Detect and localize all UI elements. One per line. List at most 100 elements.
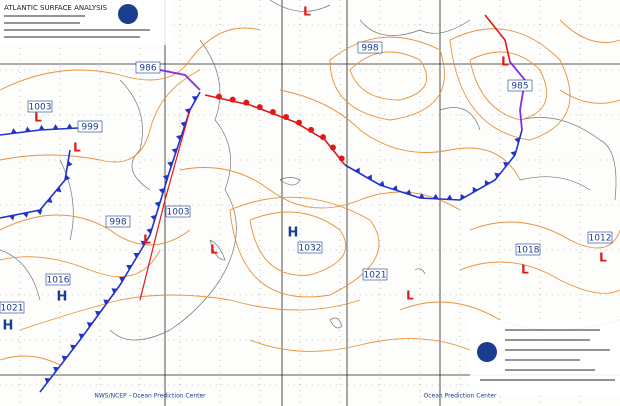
pressure-label: 1003 (29, 103, 52, 113)
front-barb (150, 214, 157, 221)
front-barb (405, 189, 412, 196)
front-barb (308, 126, 315, 133)
low-center: L (210, 243, 218, 257)
front-barb (176, 134, 182, 141)
front-barb (46, 197, 53, 203)
front-barb (118, 276, 125, 283)
occluded-front (159, 69, 201, 91)
noaa-logo (477, 342, 497, 362)
labels: 986 1003 999 998 1003 1016 1021 1032 1021 985 998 1… (0, 5, 613, 334)
front-barb (66, 123, 73, 129)
front-barb (171, 148, 178, 154)
header-lines (4, 15, 150, 38)
pressure-label: 1021 (364, 271, 387, 281)
label-box (77, 120, 103, 133)
label-box (587, 231, 613, 244)
front-barb (64, 174, 71, 181)
label-box (135, 61, 161, 74)
front-barb (378, 180, 385, 187)
front-barb (460, 193, 466, 200)
front-barb (180, 121, 187, 128)
front-barb (329, 144, 336, 151)
label-box (0, 301, 25, 314)
front-barb (167, 161, 173, 168)
front-barb (61, 355, 68, 362)
front-barb (215, 93, 222, 100)
low-center: L (73, 141, 81, 155)
low-center: L (521, 263, 529, 277)
front-barb (9, 215, 15, 221)
label-box (297, 241, 323, 254)
front-barb (503, 161, 509, 168)
label-box (357, 41, 383, 54)
front-barb (243, 99, 250, 106)
pressure-label: 998 (109, 218, 126, 228)
front-barb (510, 150, 517, 157)
label-box (165, 205, 191, 218)
front-barb (269, 109, 276, 116)
pressure-label: 1012 (589, 234, 612, 244)
fronts (0, 14, 526, 393)
pressure-label: 1016 (47, 276, 70, 286)
trough (139, 109, 191, 301)
pressure-label: 1032 (299, 244, 322, 254)
low-center: L (143, 233, 151, 247)
front-barb (140, 240, 147, 247)
low-center: L (406, 289, 414, 303)
front-barb (22, 212, 29, 218)
front-barb (418, 193, 425, 199)
label-box (27, 100, 53, 113)
label-box (362, 268, 388, 281)
front-barb (24, 126, 31, 132)
label-box (507, 79, 533, 92)
front-barb (36, 209, 43, 216)
label-box (515, 243, 541, 256)
front-barb (366, 174, 372, 181)
front-barb (55, 186, 62, 193)
high-center: H (288, 226, 299, 241)
front-barb (392, 185, 398, 191)
front-barb (320, 134, 327, 141)
front-barb (494, 172, 501, 179)
front-barb (67, 160, 73, 167)
high-center: H (3, 319, 14, 334)
front-barb (282, 113, 289, 120)
front-barb (354, 167, 360, 174)
low-center: L (34, 111, 42, 125)
noaa-logo (118, 4, 138, 24)
front-barb (514, 137, 520, 144)
front-barb (146, 228, 153, 234)
front-barb (154, 201, 161, 208)
front-barb (126, 264, 133, 271)
front-barb (78, 333, 85, 339)
front-barb (446, 194, 453, 200)
front-barb (472, 186, 478, 193)
front-barb (484, 179, 491, 186)
high-center: H (57, 290, 68, 305)
front-barb (38, 124, 45, 131)
front-barb (256, 104, 263, 111)
front-barb (133, 252, 140, 259)
pressure-label: 1018 (517, 246, 540, 256)
front-barb (432, 193, 439, 199)
front-barb (184, 108, 191, 114)
front-barb (53, 366, 59, 373)
footer-left: NWS/NCEP - Ocean Prediction Center (94, 393, 206, 400)
pressure-label: 1021 (1, 304, 24, 314)
front-barb (86, 322, 93, 328)
low-center: L (599, 251, 607, 265)
low-center: L (303, 5, 311, 19)
front-barb (191, 96, 198, 102)
title: ATLANTIC SURFACE ANALYSIS (4, 4, 108, 12)
front-barb (44, 377, 51, 384)
pressure-label: 999 (81, 123, 98, 133)
low-center: L (501, 55, 509, 69)
pressure-label: 985 (511, 82, 528, 92)
occluded-front (509, 61, 526, 131)
front-barb (296, 119, 303, 126)
front-barb (103, 299, 110, 305)
coastlines (0, 0, 617, 341)
label-box (45, 273, 71, 286)
front-barb (158, 188, 165, 194)
